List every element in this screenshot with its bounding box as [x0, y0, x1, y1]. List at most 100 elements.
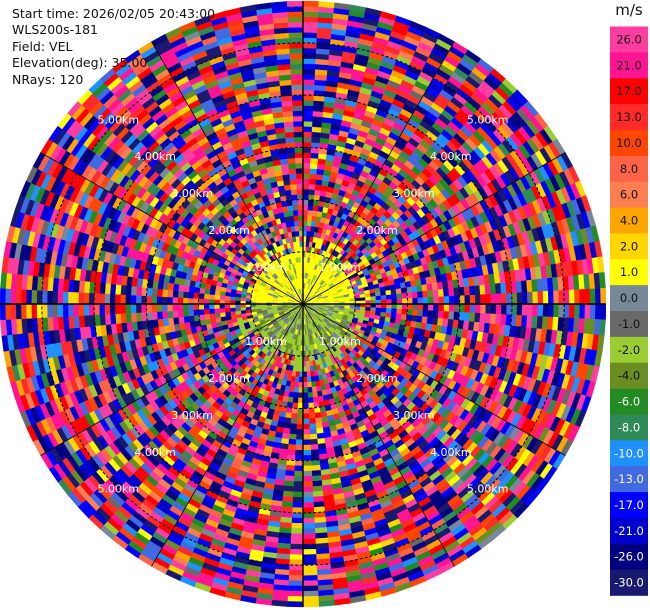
velocity-gate [454, 303, 460, 313]
velocity-gate [312, 396, 319, 403]
velocity-gate [289, 548, 304, 556]
velocity-gate [312, 485, 323, 493]
velocity-gate [308, 188, 316, 196]
velocity-gate [485, 293, 492, 305]
velocity-gate [485, 303, 492, 315]
velocity-gate [302, 528, 316, 535]
velocity-gate [302, 444, 311, 451]
velocity-gate [302, 131, 313, 138]
velocity-gate [437, 310, 445, 319]
velocity-gate [302, 89, 315, 96]
velocity-gate [438, 303, 445, 312]
velocity-gate [290, 412, 298, 420]
velocity-gate [448, 287, 455, 297]
velocity-gate [309, 173, 317, 180]
velocity-gate [309, 438, 318, 446]
velocity-gate [291, 507, 304, 514]
velocity-gate [401, 308, 408, 316]
velocity-gate [302, 199, 309, 206]
velocity-gate [292, 486, 304, 493]
velocity-gate [297, 397, 304, 404]
velocity-gate [312, 391, 318, 398]
velocity-gate [474, 312, 481, 323]
velocity-gate [314, 189, 322, 196]
velocity-gate [318, 1, 335, 9]
velocity-gate [290, 528, 304, 535]
velocity-gate [293, 386, 299, 393]
velocity-gate [288, 575, 304, 582]
velocity-gate [489, 313, 497, 325]
velocity-gate [490, 303, 497, 315]
velocity-gate [401, 303, 408, 310]
velocity-gate [432, 310, 439, 319]
velocity-gate [292, 501, 304, 508]
velocity-gate [370, 296, 377, 301]
velocity-gate [302, 183, 310, 190]
velocity-gate [302, 162, 311, 169]
velocity-gate [312, 105, 325, 113]
velocity-gate [302, 455, 312, 461]
velocity-gate [306, 381, 312, 388]
velocity-gate [598, 319, 606, 336]
velocity-gate [527, 291, 534, 305]
velocity-gate [302, 501, 314, 508]
velocity-gate [302, 486, 314, 493]
velocity-gate [427, 290, 434, 298]
velocity-gate [411, 309, 419, 317]
velocity-gate [302, 538, 316, 545]
velocity-gate [516, 303, 523, 316]
velocity-gate [422, 297, 429, 305]
velocity-gate [311, 386, 318, 393]
velocity-gate [584, 288, 591, 305]
velocity-gate [458, 286, 465, 297]
velocity-gate [412, 303, 419, 311]
velocity-gate [537, 291, 544, 305]
velocity-gate [369, 292, 376, 298]
velocity-gate [302, 428, 311, 435]
velocity-gate [385, 294, 392, 300]
velocity-gate [291, 402, 299, 409]
velocity-gate [302, 517, 315, 524]
velocity-gate [302, 63, 316, 70]
velocity-gate [558, 290, 565, 305]
velocity-gate [287, 444, 296, 451]
velocity-gate [302, 21, 319, 28]
velocity-gate [422, 310, 429, 318]
velocity-gate [385, 289, 392, 296]
velocity-gate [521, 291, 528, 305]
velocity-gate [553, 303, 560, 318]
velocity-gate [289, 559, 304, 566]
velocity-gate [302, 105, 314, 112]
velocity-gate [532, 303, 539, 317]
velocity-gate [302, 16, 319, 23]
velocity-gate [311, 464, 321, 472]
velocity-gate [308, 412, 316, 420]
velocity-gate [302, 147, 312, 153]
velocity-gate [302, 423, 310, 430]
velocity-gate [296, 423, 304, 430]
velocity-gate [454, 295, 460, 305]
velocity-gate [302, 575, 318, 582]
velocity-gate [516, 292, 523, 305]
velocity-gate [310, 157, 319, 164]
velocity-gate [290, 418, 298, 425]
velocity-gate [297, 408, 304, 414]
velocity-gate [448, 295, 455, 305]
velocity-gate [295, 428, 304, 435]
velocity-gate [302, 173, 311, 180]
velocity-gate [302, 42, 317, 49]
velocity-gate [411, 291, 419, 299]
velocity-gate [589, 303, 596, 320]
velocity-gate [417, 309, 424, 317]
velocity-gate [480, 294, 487, 305]
velocity-gate [302, 460, 312, 467]
velocity-gate [407, 298, 413, 305]
velocity-gate [307, 204, 314, 211]
velocity-gate [309, 162, 318, 170]
velocity-gate [391, 308, 398, 315]
velocity-gate [527, 303, 534, 317]
velocity-gate [287, 590, 304, 597]
velocity-gate [307, 386, 313, 393]
velocity-gate [469, 312, 476, 323]
